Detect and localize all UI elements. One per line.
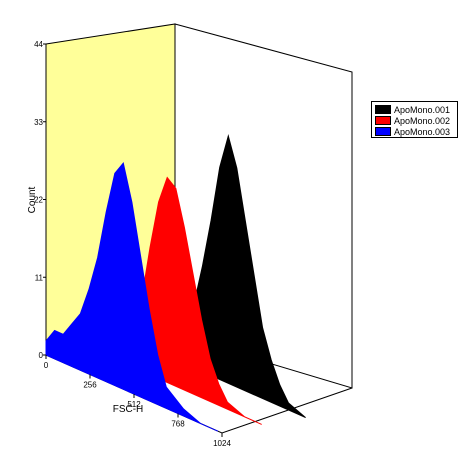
series-area-ApoMono.003: [45, 161, 219, 432]
legend-swatch: [375, 116, 391, 125]
x-tick-label: 1024: [213, 439, 231, 448]
series-layer: [45, 133, 306, 432]
y-tick-label: 0: [39, 351, 44, 360]
y-axis-title: Count: [27, 186, 38, 213]
legend-swatch: [375, 105, 391, 114]
legend-swatch: [375, 127, 391, 136]
legend-label: ApoMono.002: [394, 115, 451, 126]
x-tick-label: 256: [83, 381, 97, 390]
legend-label: ApoMono.001: [394, 104, 451, 115]
legend-item: ApoMono.002: [375, 115, 454, 126]
y-tick-label: 11: [35, 273, 44, 282]
x-tick-label: 0: [44, 361, 49, 370]
tick-layer: 0 11 22 33 44 0 256 512 768 1024: [34, 40, 231, 448]
legend: ApoMono.001 ApoMono.002 ApoMono.003: [371, 101, 458, 138]
y-tick-label: 44: [34, 40, 43, 49]
legend-item: ApoMono.001: [375, 104, 454, 115]
legend-label: ApoMono.003: [394, 126, 451, 137]
x-tick-label: 768: [171, 420, 185, 429]
y-tick-label: 33: [34, 118, 43, 127]
x-axis-title: FSC-H: [113, 404, 144, 415]
legend-item: ApoMono.003: [375, 126, 454, 137]
y-tick-label: 22: [34, 196, 43, 205]
x-tick-label: 512: [127, 400, 141, 409]
